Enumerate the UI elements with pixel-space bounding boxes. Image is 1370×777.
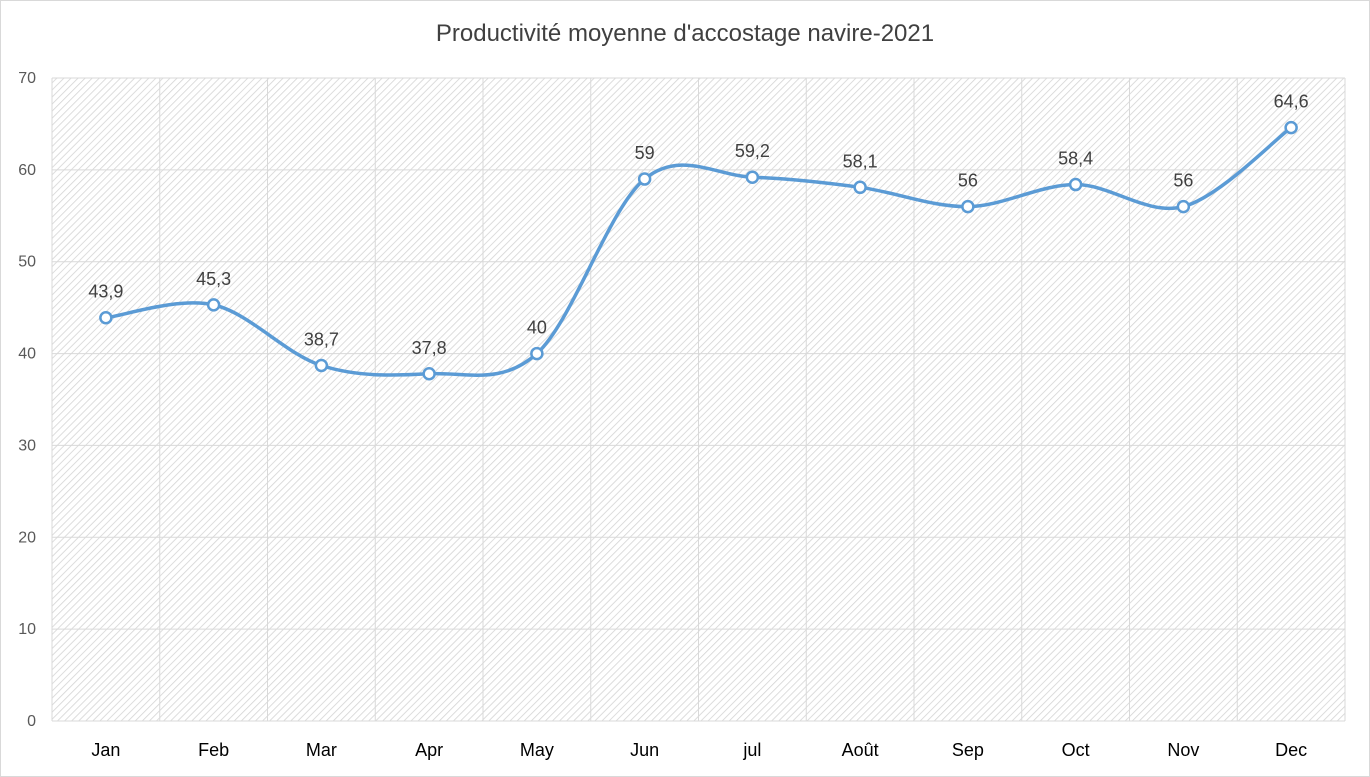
data-label: 43,9 (88, 282, 123, 302)
data-point (99, 310, 113, 325)
chart-title: Productivité moyenne d'accostage navire-… (435, 20, 935, 47)
gridlines (51, 77, 1346, 722)
x-tick-label: Août (842, 740, 879, 760)
data-label: 59 (635, 143, 655, 163)
x-tick-label: Jun (630, 740, 659, 760)
x-tick-label: Dec (1275, 740, 1307, 760)
data-label: 56 (1173, 171, 1193, 191)
data-point (314, 358, 329, 373)
data-label: 56 (958, 171, 978, 191)
x-axis: Jan Feb Mar Apr May Jun jul Août Sep Oct Nov Dec (91, 740, 1307, 760)
data-label: 58,1 (843, 151, 878, 171)
data-label: 45,3 (196, 269, 231, 289)
x-tick-label: Oct (1062, 740, 1090, 760)
series-line (104, 125, 1293, 377)
x-tick-label: Mar (306, 740, 337, 760)
data-label: 59,2 (735, 141, 770, 161)
data-label: 40 (527, 318, 547, 338)
y-tick-label: 0 (27, 713, 36, 730)
data-label: 58,4 (1058, 149, 1093, 169)
y-tick-label: 30 (18, 437, 36, 454)
y-tick-label: 60 (18, 162, 36, 179)
data-label: 38,7 (304, 330, 339, 350)
data-point (206, 298, 221, 312)
y-tick-label: 20 (18, 529, 36, 546)
y-tick-label: 40 (18, 346, 36, 363)
x-tick-label: Apr (415, 740, 443, 760)
x-tick-label: Jan (91, 740, 120, 760)
data-point (1176, 199, 1191, 214)
x-tick-label: Feb (198, 740, 229, 760)
data-points (99, 120, 1298, 381)
data-point (530, 346, 544, 361)
y-tick-label: 10 (18, 621, 36, 638)
data-point (745, 170, 760, 184)
y-axis: 0 10 20 30 40 50 60 70 (18, 70, 36, 730)
data-point (1068, 177, 1083, 192)
x-tick-label: Nov (1167, 740, 1199, 760)
data-point (637, 172, 652, 186)
data-point (853, 180, 867, 195)
y-tick-label: 50 (18, 254, 36, 271)
data-label: 64,6 (1274, 92, 1309, 112)
data-label: 37,8 (412, 338, 447, 358)
data-point (961, 199, 975, 214)
data-labels: 43,9 45,3 38,7 37,8 40 59 59,2 58,1 56 58,4 56 64,6 (88, 92, 1308, 358)
x-tick-label: Sep (952, 740, 984, 760)
x-tick-label: jul (742, 740, 761, 760)
data-point (1284, 120, 1298, 135)
x-tick-label: May (520, 740, 554, 760)
data-point (422, 367, 436, 381)
y-tick-label: 70 (18, 70, 36, 87)
